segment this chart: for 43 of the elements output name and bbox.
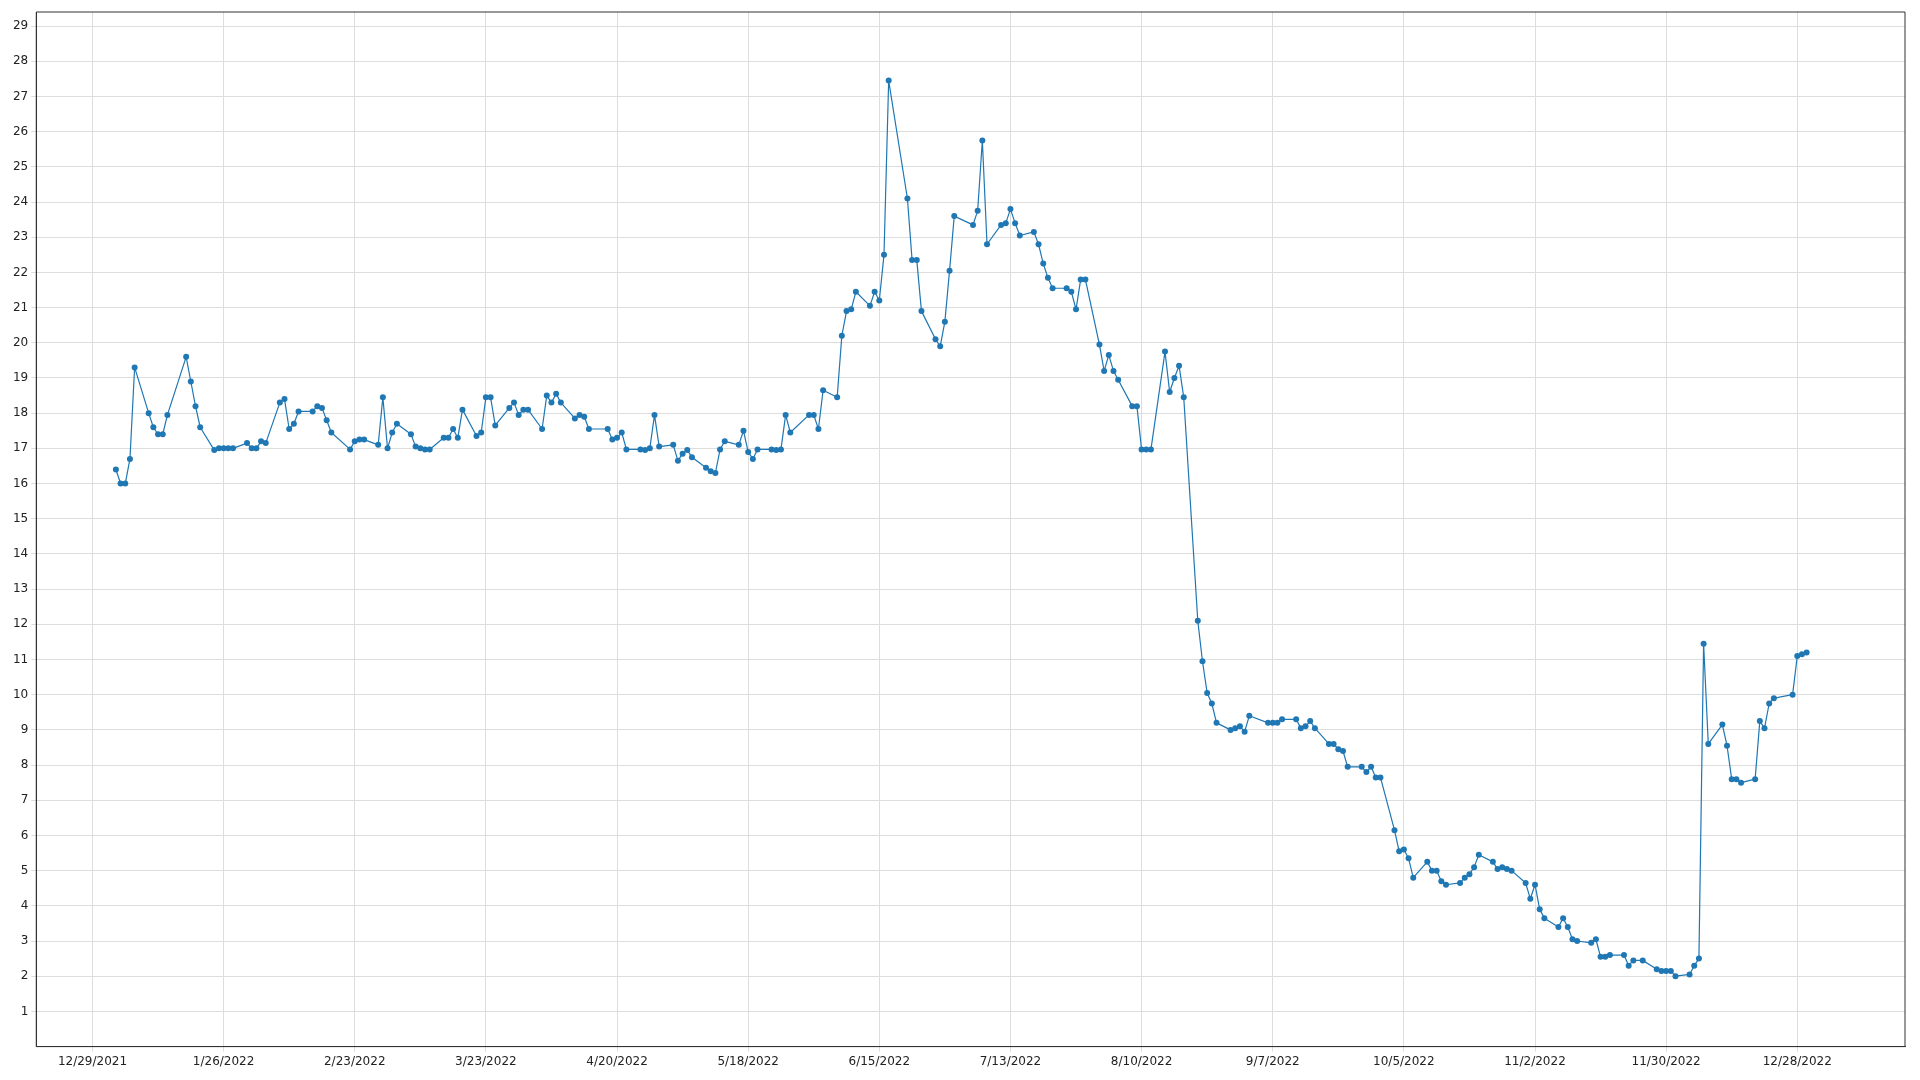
x-tick-label: 11/2/2022 bbox=[1504, 1053, 1566, 1068]
y-tick-label: 24 bbox=[12, 194, 29, 209]
y-tick-label: 8 bbox=[20, 757, 29, 772]
y-tick-label: 29 bbox=[12, 18, 29, 33]
y-tick-label: 28 bbox=[12, 53, 29, 68]
x-tick-label: 6/15/2022 bbox=[848, 1053, 911, 1068]
y-tick-label: 25 bbox=[12, 158, 29, 173]
y-tick-label: 14 bbox=[12, 546, 29, 561]
x-tick-label: 3/23/2022 bbox=[455, 1053, 517, 1068]
x-tick-label: 12/29/2021 bbox=[57, 1053, 128, 1068]
y-tick-label: 3 bbox=[20, 933, 29, 948]
y-tick-label: 7 bbox=[20, 792, 29, 807]
y-tick-label: 12 bbox=[12, 616, 29, 631]
x-tick-label: 11/30/2022 bbox=[1631, 1053, 1701, 1068]
y-tick-label: 2 bbox=[20, 968, 29, 983]
y-tick-label: 10 bbox=[12, 686, 29, 701]
y-tick-label: 21 bbox=[12, 299, 29, 314]
x-tick-label: 8/10/2022 bbox=[1110, 1053, 1173, 1068]
y-tick-label: 20 bbox=[12, 334, 29, 349]
x-tick-label: 2/23/2022 bbox=[323, 1053, 386, 1068]
y-tick-label: 17 bbox=[12, 440, 29, 455]
x-tick-label: 1/26/2022 bbox=[192, 1053, 255, 1068]
y-tick-label: 27 bbox=[12, 88, 29, 103]
x-tick-label: 7/13/2022 bbox=[979, 1053, 1042, 1068]
y-tick-label: 22 bbox=[12, 264, 29, 279]
y-tick-label: 11 bbox=[12, 651, 29, 666]
x-tick-label: 4/20/2022 bbox=[586, 1053, 648, 1068]
y-tick-label: 9 bbox=[20, 722, 29, 737]
y-tick-label: 18 bbox=[12, 405, 29, 420]
x-tick-label: 12/28/2022 bbox=[1762, 1053, 1832, 1068]
y-tick-label: 5 bbox=[20, 862, 29, 877]
y-tick-label: 23 bbox=[12, 229, 29, 244]
y-tick-label: 6 bbox=[20, 827, 29, 842]
y-tick-label: 15 bbox=[12, 510, 29, 525]
y-tick-label: 1 bbox=[20, 1003, 29, 1018]
y-tick-label: 26 bbox=[12, 123, 29, 138]
x-tick-label: 10/5/2022 bbox=[1373, 1053, 1435, 1068]
y-tick-label: 19 bbox=[12, 370, 29, 385]
x-tick-label: 5/18/2022 bbox=[717, 1053, 779, 1068]
y-tick-label: 4 bbox=[20, 897, 29, 912]
x-tick-label: 9/7/2022 bbox=[1245, 1053, 1300, 1068]
y-tick-label: 16 bbox=[12, 475, 29, 490]
y-tick-label: 13 bbox=[12, 581, 29, 596]
